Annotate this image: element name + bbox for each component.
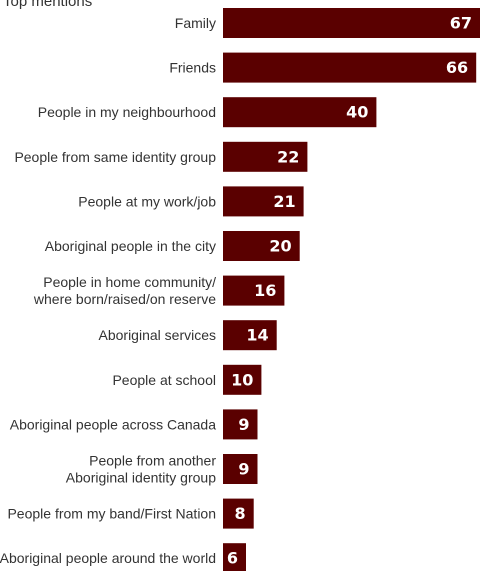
bar-4 bbox=[223, 186, 304, 217]
bar-10 bbox=[223, 454, 258, 484]
value-label-2: 40 bbox=[346, 103, 368, 122]
category-label-8: People at school bbox=[112, 372, 216, 388]
category-label-3: People from same identity group bbox=[14, 149, 216, 165]
category-label-2: People in my neighbourhood bbox=[38, 104, 216, 120]
value-label-12: 6 bbox=[227, 549, 238, 568]
category-label-1: Friends bbox=[169, 60, 216, 76]
category-label-10-line-1: Aboriginal identity group bbox=[66, 470, 216, 486]
value-label-0: 67 bbox=[450, 14, 472, 33]
category-label-0: Family bbox=[175, 15, 216, 31]
bar-8 bbox=[223, 364, 262, 395]
value-label-5: 20 bbox=[269, 237, 291, 256]
bar-1 bbox=[223, 52, 477, 83]
value-label-8: 10 bbox=[231, 370, 253, 389]
category-label-6-line-1: where born/raised/on reserve bbox=[33, 291, 216, 307]
chart-subtitle: Top mentions bbox=[3, 0, 92, 10]
value-label-1: 66 bbox=[446, 58, 468, 77]
bar-6 bbox=[223, 275, 285, 306]
category-label-11: People from my band/First Nation bbox=[7, 506, 216, 522]
bar-11 bbox=[223, 498, 254, 529]
bars-group: 67 Family 66 Friends 40 People in my neighbou… bbox=[0, 8, 480, 571]
value-label-6: 16 bbox=[254, 281, 276, 300]
value-label-3: 22 bbox=[277, 147, 299, 166]
category-label-9: Aboriginal people across Canada bbox=[10, 416, 216, 432]
category-label-4: People at my work/job bbox=[78, 193, 216, 209]
value-label-11: 8 bbox=[235, 504, 246, 523]
category-label-6-line-0: People in home community/ bbox=[43, 274, 216, 290]
bar-3 bbox=[223, 141, 308, 172]
bar-0 bbox=[223, 8, 480, 38]
value-label-10: 9 bbox=[238, 460, 249, 479]
bar-12 bbox=[223, 543, 246, 571]
category-label-10-line-0: People from another bbox=[89, 453, 216, 469]
value-label-9: 9 bbox=[238, 415, 249, 434]
bar-9 bbox=[223, 409, 258, 440]
bar-7 bbox=[223, 320, 277, 351]
category-label-7: Aboriginal services bbox=[99, 327, 217, 343]
bar-5 bbox=[223, 231, 300, 261]
value-label-4: 21 bbox=[273, 192, 295, 211]
value-label-7: 14 bbox=[246, 326, 268, 345]
category-label-12: Aboriginal people around the world bbox=[0, 550, 216, 566]
category-label-5: Aboriginal people in the city bbox=[45, 238, 216, 254]
bar-2 bbox=[223, 97, 377, 128]
